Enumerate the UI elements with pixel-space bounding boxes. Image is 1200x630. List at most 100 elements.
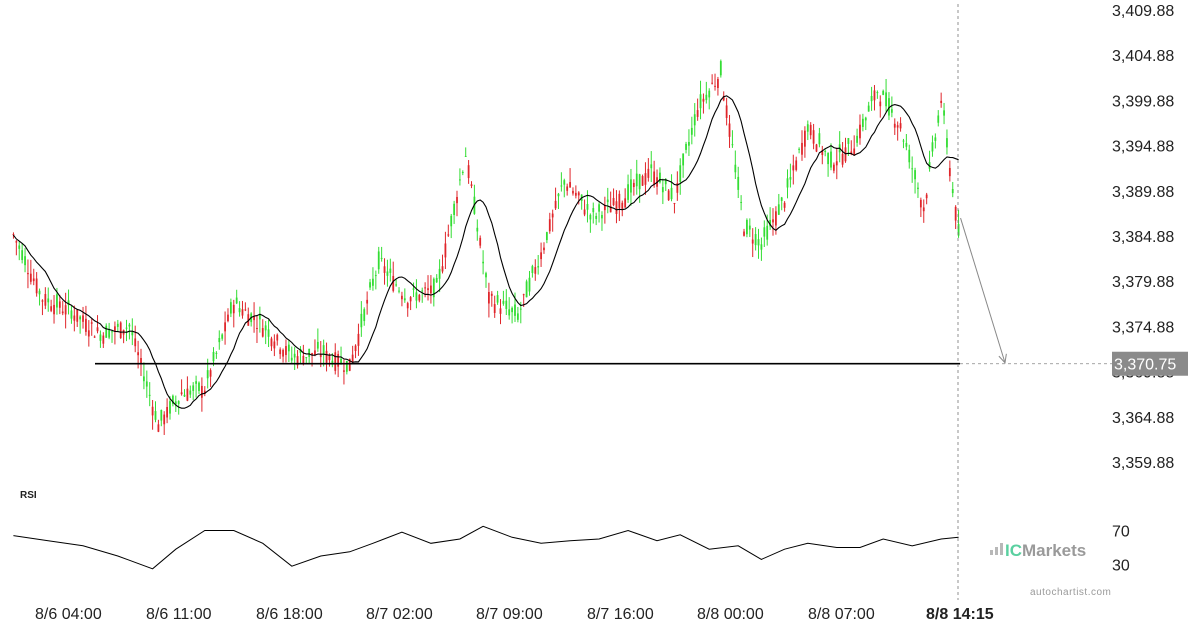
candle-down (296, 356, 299, 366)
candle-up (389, 268, 392, 273)
candle-down (180, 392, 183, 395)
candle-down (922, 207, 925, 212)
candle-up (731, 144, 734, 146)
candle-up (374, 275, 377, 277)
candle-up (116, 323, 119, 327)
candle-down (343, 370, 345, 372)
candle-down (328, 354, 331, 361)
candle-down (119, 322, 122, 338)
candle-down (427, 288, 429, 291)
candle-up (824, 151, 827, 153)
candle-down (27, 273, 29, 275)
x-tick-label: 8/7 02:00 (366, 606, 433, 623)
candle-up (299, 349, 302, 353)
x-tick-label: 8/7 16:00 (587, 606, 654, 623)
candle-up (258, 314, 261, 320)
target-price-tag: 3,370.75 (1112, 351, 1188, 376)
candle-down (618, 193, 621, 208)
y-tick-label: 3,379.88 (1112, 274, 1174, 291)
candle-down (551, 213, 554, 218)
candle-down (853, 148, 856, 156)
candle-down (583, 209, 586, 215)
candle-up (905, 142, 908, 147)
candle-down (224, 322, 226, 332)
candle-up (693, 114, 696, 126)
candle-down (717, 79, 719, 89)
candle-down (850, 151, 853, 155)
candle-up (763, 227, 766, 237)
candle-down (783, 202, 786, 208)
candle-up (951, 189, 954, 194)
candle-up (740, 201, 743, 203)
candle-up (525, 281, 528, 298)
candle-up (598, 204, 600, 212)
candle-up (917, 187, 919, 190)
candle-up (206, 370, 209, 379)
candle-down (899, 123, 902, 129)
y-tick-label: 3,404.88 (1112, 48, 1174, 65)
x-tick-label: 8/7 09:00 (476, 606, 543, 623)
candle-down (772, 219, 774, 223)
candle-down (302, 355, 305, 365)
candle-up (827, 153, 829, 165)
candle-up (125, 327, 128, 329)
candle-down (15, 241, 18, 243)
candle-down (53, 304, 55, 315)
candle-down (841, 153, 844, 165)
candles (12, 59, 960, 435)
candle-down (566, 186, 569, 191)
candle-up (699, 94, 702, 109)
candle-down (647, 168, 650, 178)
candle-down (711, 82, 714, 84)
candle-up (38, 290, 41, 295)
candle-down (166, 406, 168, 418)
candle-up (511, 307, 513, 313)
candle-down (279, 349, 282, 355)
candle-down (954, 206, 957, 221)
candle-up (688, 141, 690, 146)
candle-down (676, 183, 679, 193)
candle-down (285, 346, 287, 356)
candle-down (87, 330, 90, 337)
candle-up (708, 90, 711, 98)
candle-up (766, 225, 769, 240)
candle-down (873, 90, 876, 101)
candle-up (476, 227, 479, 232)
candle-up (659, 172, 661, 183)
candle-down (522, 294, 525, 296)
candle-down (896, 125, 899, 128)
candle-down (314, 350, 316, 356)
candle-down (348, 358, 351, 371)
candle-up (403, 298, 406, 301)
candle-up (421, 290, 424, 292)
candle-up (412, 288, 415, 290)
candle-up (267, 329, 270, 337)
watermark: autochartist.com (1030, 587, 1111, 598)
candle-down (574, 192, 577, 196)
candle-down (12, 234, 15, 236)
candle-down (64, 305, 67, 315)
brand-prefix: IC (1005, 541, 1022, 560)
candle-up (661, 187, 664, 193)
candle-up (902, 140, 905, 142)
candle-down (644, 173, 647, 185)
candle-up (508, 309, 511, 316)
candle-down (203, 390, 206, 394)
candle-down (467, 165, 470, 179)
candle-up (679, 165, 682, 182)
candle-up (235, 297, 238, 304)
candle-up (806, 124, 809, 132)
candle-down (490, 293, 493, 296)
candle-down (554, 200, 557, 209)
candle-up (890, 109, 893, 113)
candle-up (177, 401, 180, 404)
candle-down (35, 278, 38, 294)
candle-down (804, 130, 806, 147)
candle-up (777, 204, 780, 215)
candle-up (195, 381, 197, 384)
candle-down (603, 204, 606, 211)
candle-down (270, 338, 273, 347)
candle-up (748, 225, 751, 230)
candle-down (479, 237, 482, 246)
